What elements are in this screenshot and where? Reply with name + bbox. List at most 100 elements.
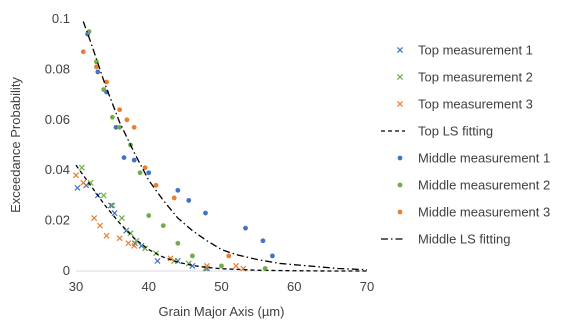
data-point [107,202,114,209]
data-point [113,124,119,130]
x-tick-label: 50 [214,279,228,294]
legend-item-middle-measurement-1: Middle measurement 1 [397,151,550,166]
data-point [243,225,248,231]
data-point [270,253,275,259]
data-point [80,179,87,186]
y-tick-label: 0 [63,263,70,278]
legend-item-middle-measurement-3: Middle measurement 3 [397,205,550,220]
legend-label: Middle measurement 2 [418,178,550,193]
data-point [124,117,130,123]
data-point [137,170,143,176]
x-tick-labels: 30 40 50 60 70 [69,279,374,294]
legend-swatch [396,100,404,108]
data-point [131,157,137,163]
series-middle-measurement-1 [85,31,275,259]
fit-line [82,21,368,271]
data-point [153,182,159,188]
legend-label: Top measurement 1 [418,43,533,58]
series-top-measurement-3 [72,172,247,272]
data-point [121,155,127,161]
series-middle-measurement-2 [86,29,268,271]
data-point [100,192,107,199]
data-point [111,210,118,217]
data-point [93,64,99,70]
data-point [167,255,174,262]
legend-item-middle-measurement-2: Middle measurement 2 [397,178,550,193]
data-point [118,215,125,222]
x-axis-title: Grain Major Axis (µm) [159,304,285,319]
legend-swatch [397,182,403,188]
data-point [226,253,232,259]
series-middle-measurement-3 [80,49,232,259]
data-point [74,184,81,191]
legend-swatch [396,46,404,54]
data-point [260,238,266,244]
legend-swatch [397,155,403,161]
data-point [138,242,145,249]
series-top-measurement-1 [74,182,210,272]
legend-item-top-measurement-3: Top measurement 3 [396,97,533,112]
data-point [142,245,149,252]
legend-swatch [396,73,404,81]
legend-label: Middle LS fitting [418,232,511,247]
data-point [186,198,192,203]
legend-swatch [397,209,403,215]
data-point [116,235,123,242]
data-point [175,240,181,246]
data-point [233,262,240,269]
data-point [203,210,208,216]
legend-label: Middle measurement 1 [418,151,550,166]
data-point [125,240,132,247]
x-tick-label: 60 [287,279,301,294]
data-point [109,202,116,209]
y-axis-title: Exceedance Probability [8,77,23,213]
fit-line [75,164,367,272]
x-tick-label: 40 [142,279,156,294]
data-point [95,69,101,75]
data-point [154,257,161,264]
y-tick-label: 0.08 [45,61,70,76]
legend-item-top-measurement-2: Top measurement 2 [396,70,533,85]
data-point [104,79,109,85]
data-point [101,87,107,92]
data-point [171,257,178,264]
data-point [175,187,181,193]
data-marks [72,21,368,272]
y-tick-label: 0.06 [45,112,70,127]
data-point [190,253,195,259]
data-point [87,179,94,186]
series-top-measurement-2 [78,164,209,272]
data-point [86,29,92,34]
y-tick-label: 0.04 [45,162,70,177]
legend-label: Top measurement 3 [418,97,533,112]
data-point [171,195,177,201]
series-middle-ls-fitting [82,21,368,271]
data-point [131,124,137,130]
data-point [146,213,152,218]
data-point [127,230,134,237]
x-tick-label: 70 [360,279,374,294]
x-tick-label: 30 [69,279,83,294]
y-tick-label: 0.1 [52,11,70,26]
data-point [103,232,110,239]
plot-area [72,21,368,272]
data-point [96,222,104,229]
data-point [91,215,98,222]
data-point [189,262,196,269]
data-point [117,107,123,113]
data-point [262,266,268,271]
legend-item-middle-ls-fitting: Middle LS fitting [381,232,511,247]
data-point [109,114,115,120]
data-point [146,170,152,176]
data-point [160,223,166,229]
legend-label: Middle measurement 3 [418,205,550,220]
legend-label: Top measurement 2 [418,70,533,85]
data-point [117,124,123,130]
series-top-ls-fitting [75,164,367,272]
data-point [219,263,224,269]
data-point [72,172,80,179]
data-point [78,164,85,171]
y-tick-labels: 0 0.02 0.04 0.06 0.08 0.1 [45,11,70,278]
y-tick-label: 0.02 [45,213,70,228]
